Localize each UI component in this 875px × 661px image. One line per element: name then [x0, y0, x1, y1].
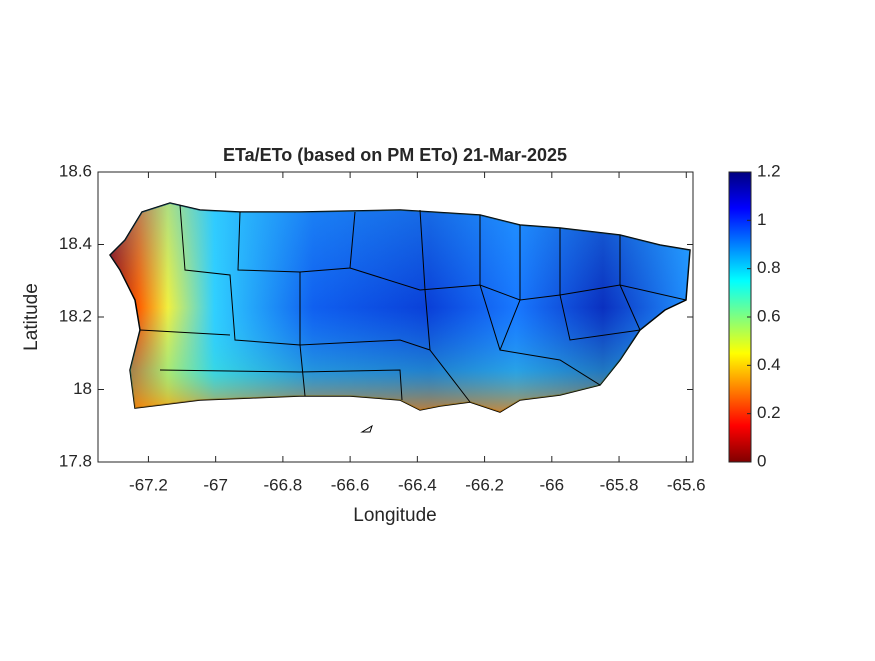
y-tick-label: 18.6	[59, 161, 92, 180]
y-tick-label: 18.4	[59, 234, 92, 253]
x-tick-label: -66.8	[264, 475, 303, 494]
colorbar-tick-label: 0.2	[757, 403, 781, 422]
y-tick-label: 18.2	[59, 306, 92, 325]
chart-title: ETa/ETo (based on PM ETo) 21-Mar-2025	[223, 145, 567, 165]
x-tick-label: -66.4	[398, 475, 437, 494]
x-axis-label: Longitude	[353, 505, 436, 526]
x-tick-label: -65.6	[667, 475, 706, 494]
island	[109, 202, 691, 433]
x-tick-label: -66.2	[465, 475, 504, 494]
y-tick-label: 17.8	[59, 451, 92, 470]
y-axis-label: Latitude	[21, 283, 42, 351]
x-tick-label: -67.2	[129, 475, 168, 494]
x-tick-label: -67	[203, 475, 228, 494]
colorbar-tick-label: 1	[757, 210, 766, 229]
colorbar-tick-label: 0	[757, 451, 766, 470]
colorbar-tick-label: 0.6	[757, 306, 781, 325]
y-tick-label: 18	[73, 379, 92, 398]
x-tick-label: -66	[540, 475, 565, 494]
colorbar-tick-label: 1.2	[757, 161, 781, 180]
colorbar-tick-label: 0.4	[757, 355, 781, 374]
small-island	[360, 424, 373, 433]
island-shading	[110, 203, 690, 412]
x-tick-label: -66.6	[331, 475, 370, 494]
municipal-borders	[139, 204, 687, 403]
colorbar-tick-label: 0.8	[757, 258, 781, 277]
x-tick-label: -65.8	[600, 475, 639, 494]
